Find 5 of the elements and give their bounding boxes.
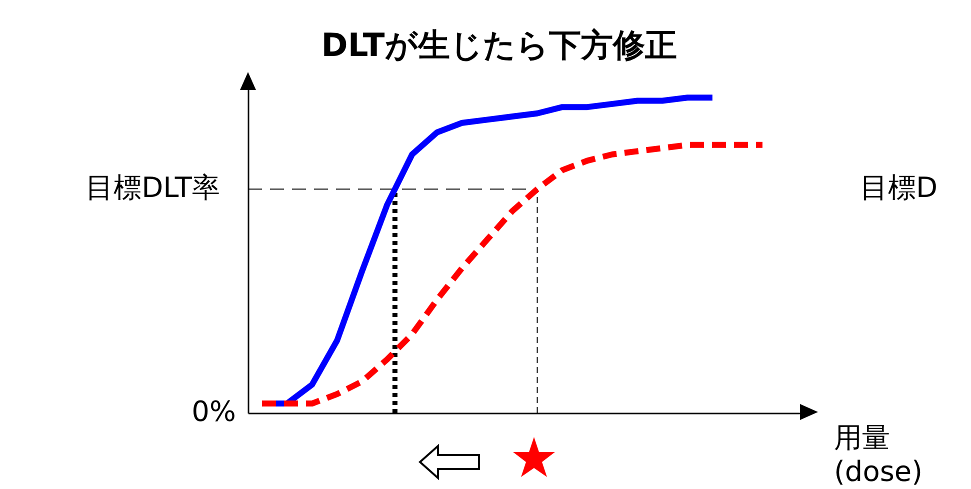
chart-title: DLTが生じたら下方修正 <box>321 26 677 64</box>
text: 目標D <box>860 171 938 204</box>
ref-line-label: 目標DLT率 <box>86 171 220 204</box>
x-axis-title: 用量 (dose) <box>834 421 923 488</box>
text: 0% <box>192 395 236 428</box>
